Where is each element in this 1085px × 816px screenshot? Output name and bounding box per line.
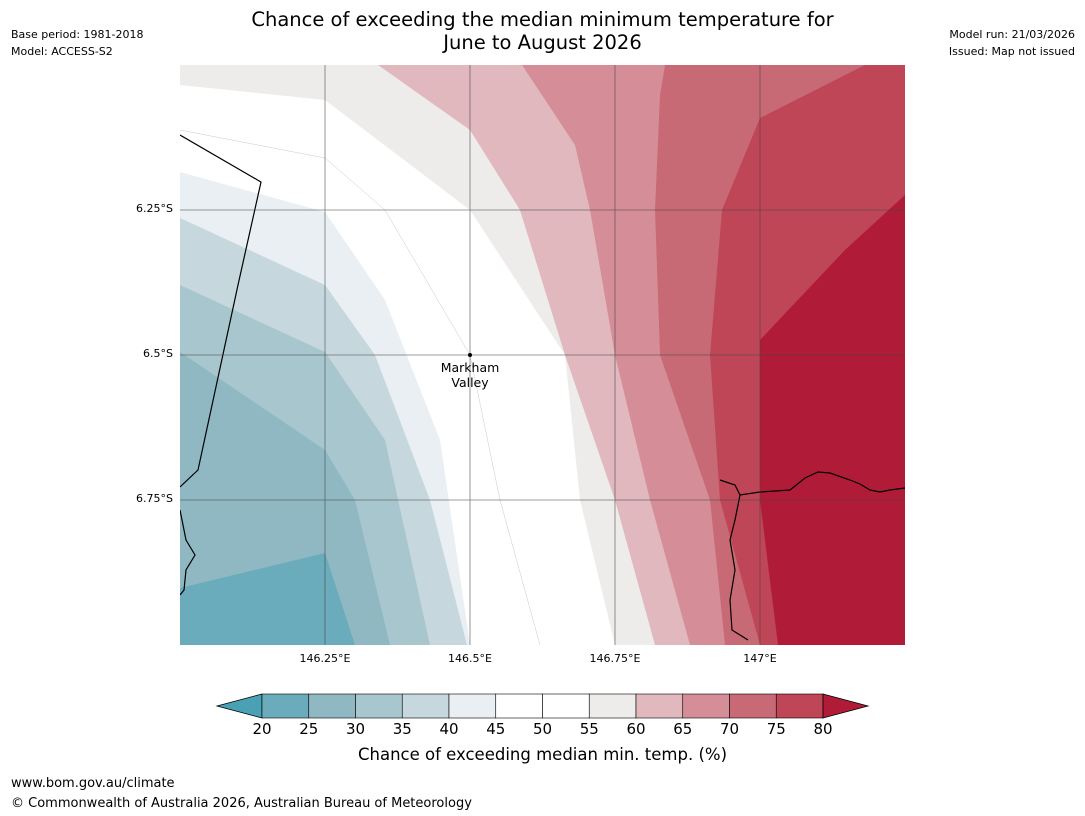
contour-band-55-60-nw [180,65,325,100]
contour-band-25-30 [180,352,390,645]
map-title-line-2: June to August 2026 [443,31,642,54]
model-text: Model: ACCESS-S2 [11,45,113,58]
colorbar-tick-25: 25 [299,720,319,738]
base-period-info: Base period: 1981-2018 Model: ACCESS-S2 [11,26,143,60]
model-run-text: Model run: 21/03/2026 [949,28,1075,41]
markham-valley-label: Markham Valley [420,360,520,390]
coastline-huon-gulf [719,471,905,496]
map-gridlines [180,65,905,645]
base-period-text: Base period: 1981-2018 [11,28,144,41]
probability-contours [180,65,905,645]
issued-text: Issued: Map not issued [948,45,1075,58]
place-name-line-2: Valley [451,375,489,390]
model-run-info: Model run: 21/03/2026 Issued: Map not is… [949,26,1075,60]
colorbar-tick-65: 65 [673,720,693,738]
place-name-line-1: Markham [440,360,500,375]
footer-copyright: © Commonwealth of Australia 2026, Austra… [11,796,472,811]
colorbar-tick-45: 45 [486,720,506,738]
colorbar-tick-30: 30 [345,720,366,738]
contour-band-80-plus [760,195,905,645]
map-title-line-1: Chance of exceeding the median minimum t… [251,8,834,31]
lat-label-6-5: 6.5°S [143,347,173,360]
contour-line-50 [180,129,541,645]
lon-label-146-5: 146.5°E [448,652,492,665]
lon-label-146-25: 146.25°E [299,652,351,665]
contour-band-20-25 [180,553,355,645]
coastline-southwest [180,509,196,596]
colorbar-tick-55: 55 [579,720,599,738]
colorbar-tick-60: 60 [626,720,646,738]
markham-valley-marker [468,353,472,357]
footer-url[interactable]: www.bom.gov.au/climate [11,776,175,791]
coastline-east [729,494,749,641]
colorbar-tick-80: 80 [813,720,833,738]
colorbar-tick-20: 20 [252,720,272,738]
map-title: Chance of exceeding the median minimum t… [0,8,1085,54]
colorbar-title: Chance of exceeding median min. temp. (%… [357,745,728,764]
colorbar-tick-50: 50 [532,720,553,738]
coastline-west [180,134,262,488]
colorbar-tick-75: 75 [766,720,786,738]
lat-label-6-25: 6.25°S [136,202,173,215]
lon-label-147: 147°E [743,652,777,665]
lat-label-6-75: 6.75°S [136,492,173,505]
lon-label-146-75: 146.75°E [589,652,641,665]
colorbar-tick-35: 35 [392,720,412,738]
colorbar-tick-40: 40 [439,720,459,738]
colorbar-tick-70: 70 [719,720,740,738]
